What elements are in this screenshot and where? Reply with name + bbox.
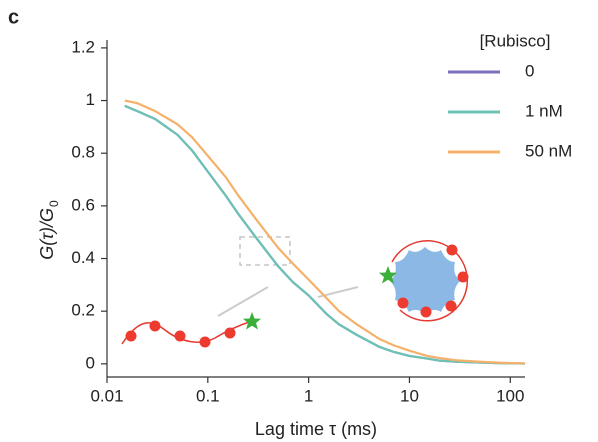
- bead: [149, 320, 161, 332]
- x-tick-label: 0.01: [90, 386, 123, 405]
- y-axis-label: G(τ)/G 0: [37, 200, 61, 260]
- y-axis-label-main: G(τ)/G: [37, 208, 57, 260]
- bead: [420, 306, 432, 318]
- legend-label: 0: [525, 61, 534, 80]
- y-tick-label: 0: [86, 353, 95, 372]
- panel-label: c: [8, 6, 19, 28]
- star: [243, 312, 261, 330]
- legend-label: 1 nM: [525, 101, 563, 120]
- y-tick-label: 0.6: [71, 195, 95, 214]
- x-tick-label: 1: [304, 386, 313, 405]
- bead: [446, 244, 458, 256]
- x-axis-label: Lag time τ (ms): [255, 419, 377, 439]
- protein: [390, 247, 460, 314]
- series-line: [124, 104, 526, 365]
- illustration: [121, 236, 469, 348]
- x-tick-label: 10: [400, 386, 419, 405]
- bead: [199, 336, 211, 348]
- legend-title: [Rubisco]: [480, 31, 551, 50]
- chain: [121, 320, 253, 345]
- star: [379, 266, 397, 284]
- bead: [224, 327, 236, 339]
- bead: [397, 297, 409, 309]
- x-tick-label: 0.1: [196, 386, 220, 405]
- series-line: [124, 104, 526, 365]
- bead: [457, 271, 469, 283]
- y-tick-label: 0.2: [71, 301, 95, 320]
- y-tick-label: 0.4: [71, 248, 95, 267]
- bead: [125, 330, 137, 342]
- y-axis-label-sub: 0: [47, 200, 61, 207]
- legend-label: 50 nM: [525, 141, 572, 160]
- y-tick-label: 0.8: [71, 143, 95, 162]
- bead: [445, 300, 457, 312]
- connector: [217, 286, 269, 317]
- zoom-box: [239, 236, 291, 266]
- y-tick-label: 1: [86, 90, 95, 109]
- x-tick-label: 100: [496, 386, 524, 405]
- series-line: [124, 99, 526, 365]
- bead: [174, 330, 186, 342]
- y-tick-label: 1.2: [71, 37, 95, 56]
